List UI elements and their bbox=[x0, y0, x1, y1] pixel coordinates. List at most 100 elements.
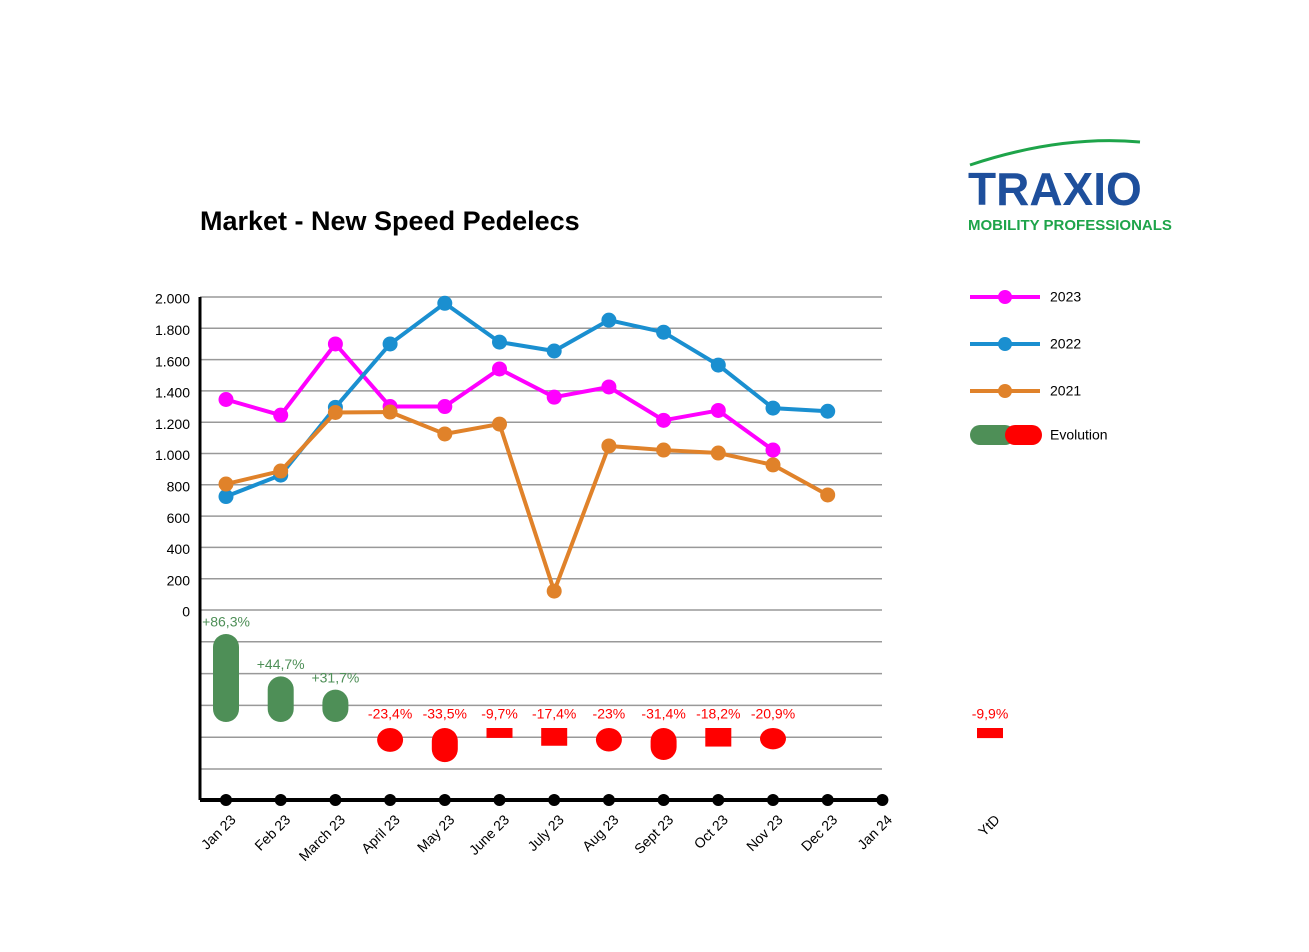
evolution-bar bbox=[760, 728, 786, 750]
legend-dot bbox=[998, 337, 1012, 351]
point bbox=[765, 400, 781, 416]
point bbox=[656, 412, 672, 428]
evolution-bar bbox=[977, 728, 1003, 739]
point bbox=[327, 404, 343, 420]
x-tick-label: May 23 bbox=[414, 811, 458, 855]
evolution-bar bbox=[267, 676, 294, 722]
chart-title: Market - New Speed Pedelecs bbox=[200, 206, 580, 236]
legend-label: 2022 bbox=[1050, 336, 1081, 352]
legend-label: Evolution bbox=[1050, 427, 1108, 443]
point bbox=[710, 445, 726, 461]
x-tick-dot bbox=[548, 794, 561, 806]
evolution-label: +86,3% bbox=[202, 614, 250, 630]
point bbox=[820, 487, 836, 503]
x-tick-label: Jan 24 bbox=[854, 811, 895, 852]
legend-label: 2023 bbox=[1050, 289, 1081, 305]
point bbox=[492, 416, 507, 432]
x-tick-dot bbox=[876, 794, 889, 806]
y-tick-label: 400 bbox=[167, 541, 191, 557]
x-tick-dot bbox=[220, 794, 232, 806]
point bbox=[546, 343, 562, 359]
y-tick-label: 600 bbox=[167, 510, 191, 526]
y-tick-label: 200 bbox=[167, 572, 191, 588]
logo-swoosh bbox=[969, 139, 1141, 167]
point bbox=[601, 438, 617, 454]
y-tick-label: 1.800 bbox=[155, 322, 190, 338]
evolution-label: +31,7% bbox=[311, 669, 359, 685]
point bbox=[601, 312, 617, 328]
point bbox=[218, 489, 234, 505]
point bbox=[710, 357, 726, 373]
evolution-label: -23,4% bbox=[368, 706, 412, 722]
point bbox=[382, 336, 398, 352]
legend-evo-neg bbox=[1005, 425, 1042, 445]
legend-dot bbox=[998, 384, 1012, 398]
legend-label: 2021 bbox=[1050, 383, 1081, 399]
legend-dot bbox=[998, 290, 1012, 304]
point bbox=[656, 324, 672, 340]
evolution-label: -33,5% bbox=[423, 706, 467, 722]
evolution-bar bbox=[486, 728, 513, 738]
point bbox=[765, 442, 781, 458]
y-tick-label: 1.200 bbox=[155, 416, 190, 432]
y-tick-label: 800 bbox=[167, 479, 191, 495]
y-tick-label: 2.000 bbox=[155, 291, 190, 307]
evolution-bar bbox=[650, 728, 677, 761]
evolution-label: -9,9% bbox=[972, 706, 1009, 722]
evolution-label: -18,2% bbox=[696, 706, 740, 722]
logo-name: TRAXIO bbox=[968, 163, 1142, 215]
point bbox=[327, 336, 343, 352]
x-tick-label: Dec 23 bbox=[798, 811, 841, 854]
x-tick-label: Aug 23 bbox=[579, 811, 622, 854]
evolution-bar bbox=[377, 728, 404, 752]
point bbox=[492, 334, 507, 350]
x-tick-dot bbox=[821, 794, 834, 806]
x-tick-dot bbox=[438, 794, 451, 806]
y-tick-label: 1.400 bbox=[155, 385, 190, 401]
evolution-bar bbox=[213, 633, 239, 722]
x-tick-dot bbox=[384, 794, 397, 806]
x-tick-label: July 23 bbox=[524, 811, 567, 854]
x-tick-label: Oct 23 bbox=[691, 811, 732, 852]
point bbox=[437, 295, 453, 311]
point bbox=[218, 392, 234, 408]
point bbox=[437, 399, 453, 415]
x-tick-dot bbox=[657, 794, 670, 806]
evolution-label: -17,4% bbox=[532, 706, 576, 722]
point bbox=[546, 583, 562, 599]
evolution-bar bbox=[322, 689, 349, 722]
point bbox=[492, 361, 507, 377]
series-line bbox=[225, 410, 829, 598]
evolution-label: -31,4% bbox=[641, 706, 685, 722]
x-tick-dot bbox=[602, 794, 615, 806]
x-tick-dot bbox=[767, 794, 779, 806]
point bbox=[656, 442, 672, 458]
point bbox=[273, 463, 289, 479]
evolution-label: -23% bbox=[593, 706, 626, 722]
evolution-label: -9,7% bbox=[481, 706, 518, 722]
legend-evo-pos bbox=[970, 425, 1015, 445]
point bbox=[601, 379, 617, 395]
x-tick-label: April 23 bbox=[358, 811, 403, 856]
x-tick-label: Nov 23 bbox=[743, 811, 786, 854]
point bbox=[820, 403, 836, 419]
x-tick-dot bbox=[329, 794, 342, 806]
x-tick-dot bbox=[493, 794, 506, 806]
series-line bbox=[225, 300, 828, 499]
y-tick-label: 1.000 bbox=[155, 447, 190, 463]
evolution-bar bbox=[705, 728, 732, 747]
point bbox=[765, 457, 781, 473]
point bbox=[382, 404, 398, 420]
point bbox=[218, 476, 234, 492]
evolution-bar bbox=[431, 728, 458, 763]
point bbox=[546, 389, 562, 405]
x-tick-label: March 23 bbox=[296, 811, 349, 864]
x-tick-label: Jan 23 bbox=[198, 811, 239, 852]
x-tick-label: Sept 23 bbox=[631, 811, 677, 857]
logo-tagline: MOBILITY PROFESSIONALS bbox=[968, 217, 1172, 234]
y-tick-label: 0 bbox=[182, 604, 190, 620]
evolution-label: -20,9% bbox=[751, 706, 795, 722]
evolution-label: +44,7% bbox=[257, 656, 305, 672]
x-tick-dot bbox=[274, 794, 287, 806]
